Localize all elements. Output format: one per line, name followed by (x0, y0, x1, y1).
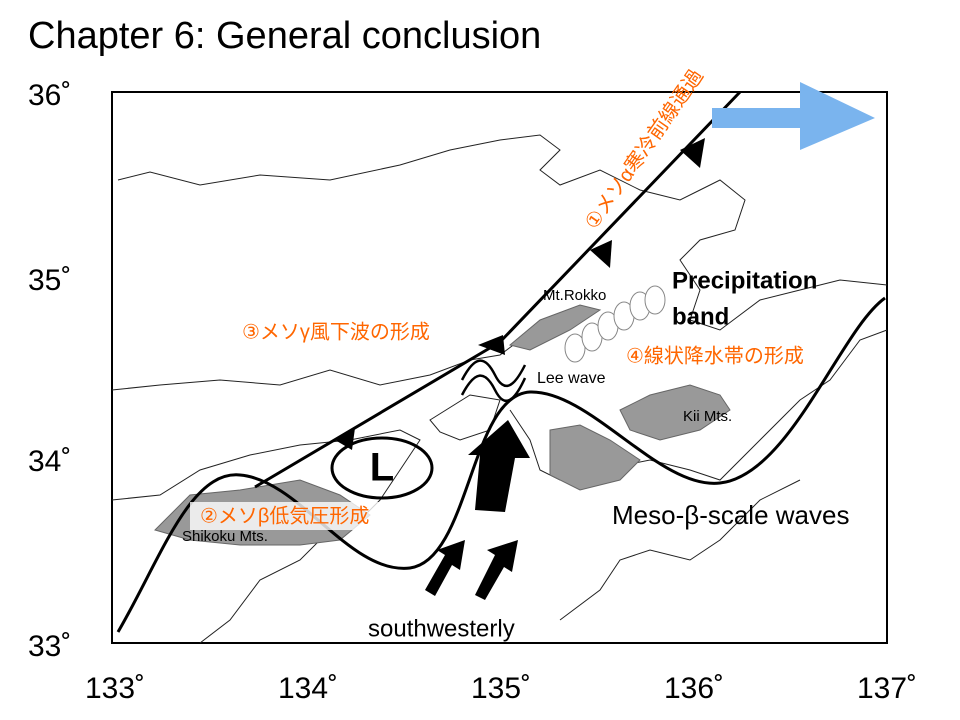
lon-label: 135˚ (471, 672, 531, 705)
kii-label: Kii Mts. (683, 408, 732, 425)
wind-arrow (425, 540, 465, 596)
annotation-lee: ③メソγ風下波の形成 (242, 320, 430, 343)
label-box (190, 502, 390, 530)
annotation-low: ②メソβ低気圧形成 (200, 504, 369, 527)
shikoku-label: Shikoku Mts. (182, 528, 268, 545)
wave-line (116, 296, 886, 633)
precip-label: Precipitation (672, 267, 817, 294)
coastline (111, 134, 888, 644)
lat-label: 36˚ (28, 79, 71, 112)
lee-wave-label: Lee wave (537, 370, 606, 387)
annotation-band: ④線状降水帯の形成 (626, 344, 804, 367)
lee-wave-line (460, 359, 527, 388)
precip-label: band (672, 303, 729, 330)
movement-arrow (712, 82, 875, 150)
low-label: L (370, 446, 394, 490)
front-triangles (335, 138, 705, 450)
lon-label: 133˚ (85, 672, 145, 705)
map-frame (111, 91, 888, 644)
lat-label: 33˚ (28, 630, 71, 663)
low-circle (330, 436, 434, 500)
lon-label: 134˚ (278, 672, 338, 705)
lat-label: 35˚ (28, 264, 71, 297)
cloud-band (564, 285, 666, 363)
waves-label: Meso-β-scale waves (612, 500, 849, 530)
mt-rokko: Mt.Rokko (543, 287, 606, 304)
wind-arrow (475, 540, 518, 600)
lat-label: 34˚ (28, 445, 71, 478)
lee-wave-line (460, 374, 527, 402)
lon-label: 137˚ (857, 672, 917, 705)
wind-arrow-large (468, 420, 530, 512)
lon-label: 136˚ (664, 672, 724, 705)
title: Chapter 6: General conclusion (28, 15, 541, 57)
wind-label: southwesterly (368, 615, 515, 642)
